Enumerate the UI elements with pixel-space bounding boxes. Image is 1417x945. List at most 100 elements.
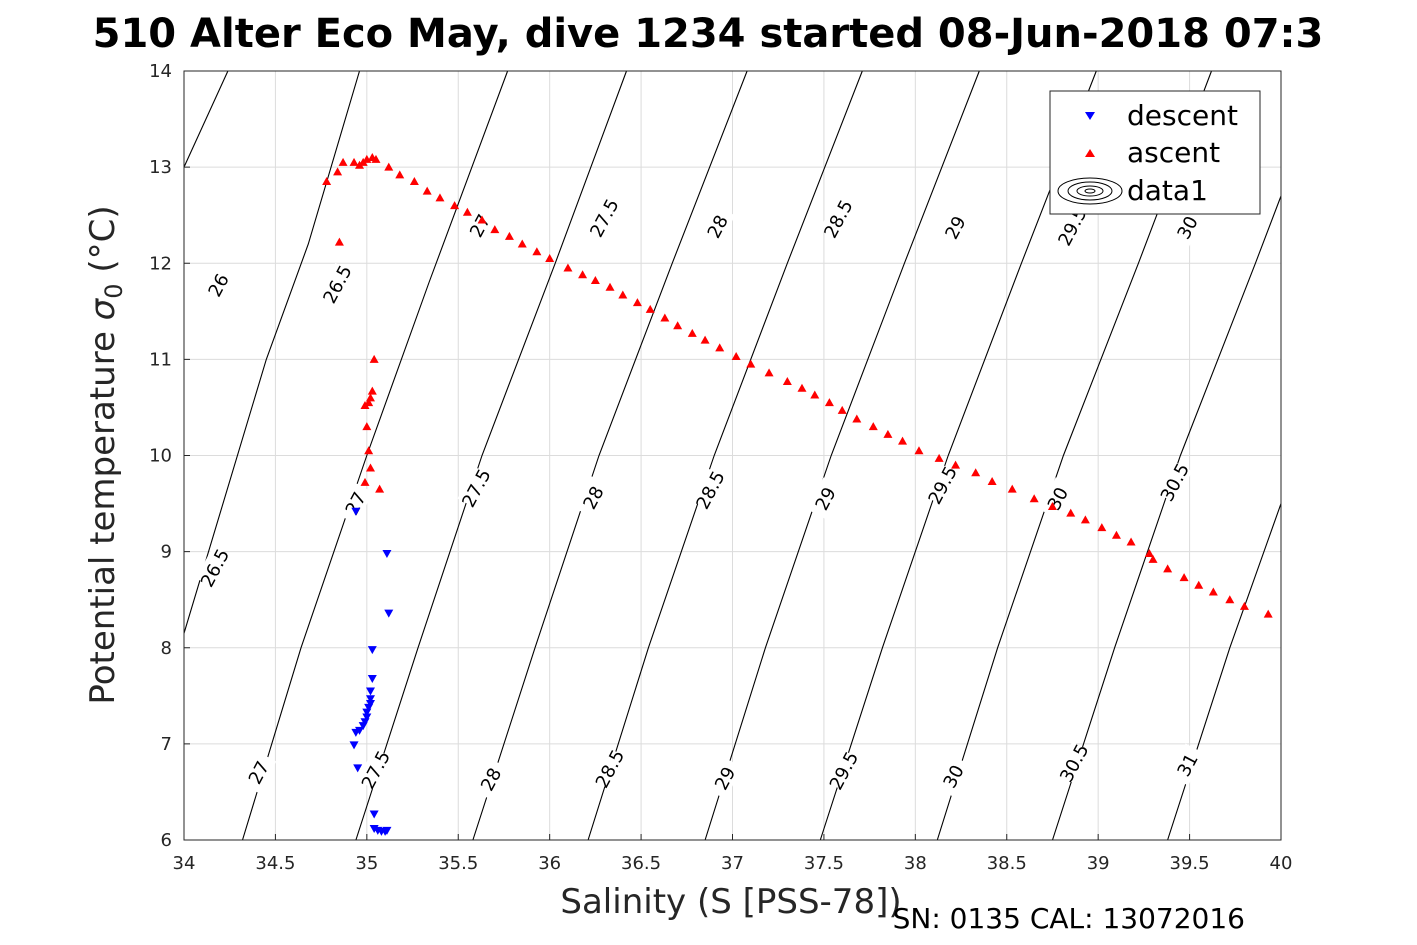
isopycnal-label-bg — [819, 197, 856, 240]
ascent-point — [951, 460, 961, 469]
ascent-point — [450, 201, 460, 210]
ascent-point — [687, 328, 697, 337]
isopycnal-line — [1051, 195, 1282, 841]
ascent-point — [715, 343, 725, 352]
descent-point — [384, 609, 394, 618]
ascent-point — [837, 405, 847, 414]
isopycnal-label-bg — [1155, 460, 1193, 504]
ascent-point — [334, 237, 344, 246]
ascent-point — [1080, 515, 1090, 524]
ascent-point — [1007, 484, 1017, 493]
ascent-point — [563, 263, 573, 272]
legend-data1-label: data1 — [1127, 174, 1208, 207]
x-tick-label: 36 — [538, 853, 561, 874]
y-tick-label: 12 — [149, 253, 172, 274]
ascent-point — [1148, 554, 1158, 563]
x-tick-label: 40 — [1270, 853, 1293, 874]
ascent-point — [782, 376, 792, 385]
ascent-point — [384, 162, 394, 171]
ascent-point — [1111, 530, 1121, 539]
isopycnal-line — [241, 70, 509, 841]
isopycnal-label-bg — [199, 263, 237, 306]
isopycnal-label-bg — [585, 196, 622, 239]
isopycnal-label-bg — [1055, 741, 1092, 784]
isopycnal-label-bg — [691, 468, 728, 511]
x-tick-label: 35 — [355, 853, 378, 874]
ascent-point — [360, 477, 370, 486]
ascent-point — [395, 170, 405, 179]
isopycnal-label-bg — [806, 477, 844, 520]
y-tick-label: 9 — [161, 542, 172, 563]
isopycnal-label-bg — [936, 206, 973, 249]
ascent-point — [618, 290, 628, 299]
ascent-point — [797, 383, 807, 392]
legend-contour-icon — [1057, 177, 1123, 205]
ascent-point — [660, 313, 670, 322]
legend-box — [1049, 90, 1261, 215]
isopycnal-label-bg — [1053, 205, 1090, 248]
x-tick-label: 38 — [904, 853, 927, 874]
ascent-point — [746, 359, 756, 368]
y-tick-label: 7 — [161, 734, 172, 755]
isopycnal-line — [183, 70, 361, 634]
ascent-point — [868, 422, 878, 431]
y-tick-label: 11 — [149, 349, 172, 370]
legend-ascent-marker — [1085, 149, 1095, 157]
descent-point — [365, 695, 375, 704]
ascent-point — [1126, 537, 1136, 546]
y-axis-label-main: Potential temperature — [83, 320, 123, 704]
isopycnal-label-bg — [336, 482, 374, 525]
descent-point — [365, 687, 375, 696]
ascent-point — [883, 429, 893, 438]
y-tick-label: 8 — [161, 638, 172, 659]
y-axis-label-sigma: σ — [83, 297, 123, 320]
ascent-point — [1097, 523, 1107, 532]
ascent-point — [898, 436, 908, 445]
x-tick-label: 39.5 — [1170, 853, 1210, 874]
ascent-point — [322, 177, 332, 186]
ascent-point — [477, 215, 487, 224]
isopycnal-label-bg — [239, 751, 277, 794]
ascent-point — [409, 177, 419, 186]
legend: descent ascent data1 — [1049, 90, 1261, 215]
descent-point — [382, 826, 392, 835]
ascent-point — [349, 157, 359, 166]
ascent-point — [1208, 587, 1218, 596]
isopycnal-label-bg — [472, 757, 509, 801]
ascent-point — [364, 398, 374, 407]
ascent-point — [1144, 549, 1154, 558]
ascent-point — [971, 468, 981, 477]
ascent-point — [578, 270, 588, 279]
data-points — [322, 153, 1273, 836]
ascent-point — [364, 446, 374, 455]
isopycnal-line — [355, 70, 628, 841]
ascent-point — [371, 154, 381, 163]
ascent-point — [934, 453, 944, 462]
descent-point — [367, 646, 377, 655]
ascent-point — [369, 354, 379, 363]
x-tick-label: 38.5 — [987, 853, 1027, 874]
isopycnal-label-bg — [590, 747, 628, 790]
isopycnal-label-bg — [1168, 206, 1206, 249]
ascent-point — [632, 298, 642, 307]
serial-calibration-footer: SN: 0135 CAL: 13072016 — [893, 902, 1245, 935]
y-axis-label-sub: 0 — [100, 283, 128, 298]
ascent-point — [338, 157, 348, 166]
ascent-point — [365, 463, 375, 472]
ascent-point — [490, 225, 500, 234]
descent-point — [351, 507, 361, 516]
y-axis-ticks: 6 7 8 9 10 11 12 13 14 — [149, 61, 190, 851]
isopycnal-label-bg — [824, 749, 862, 792]
ascent-point — [645, 304, 655, 313]
isopycnal-label-bg — [923, 463, 961, 506]
isopycnal-label-bg — [318, 262, 355, 305]
x-tick-label: 34 — [173, 853, 196, 874]
isopycnal-label-bg — [1038, 477, 1076, 520]
ascent-point — [1047, 501, 1057, 510]
x-tick-label: 39 — [1087, 853, 1110, 874]
chart-title: 510 Alter Eco May, dive 1234 started 08-… — [93, 11, 1324, 57]
isopycnal-line — [183, 70, 229, 168]
ascent-point — [422, 186, 432, 195]
x-tick-label: 37.5 — [804, 853, 844, 874]
ascent-point — [1263, 609, 1273, 618]
